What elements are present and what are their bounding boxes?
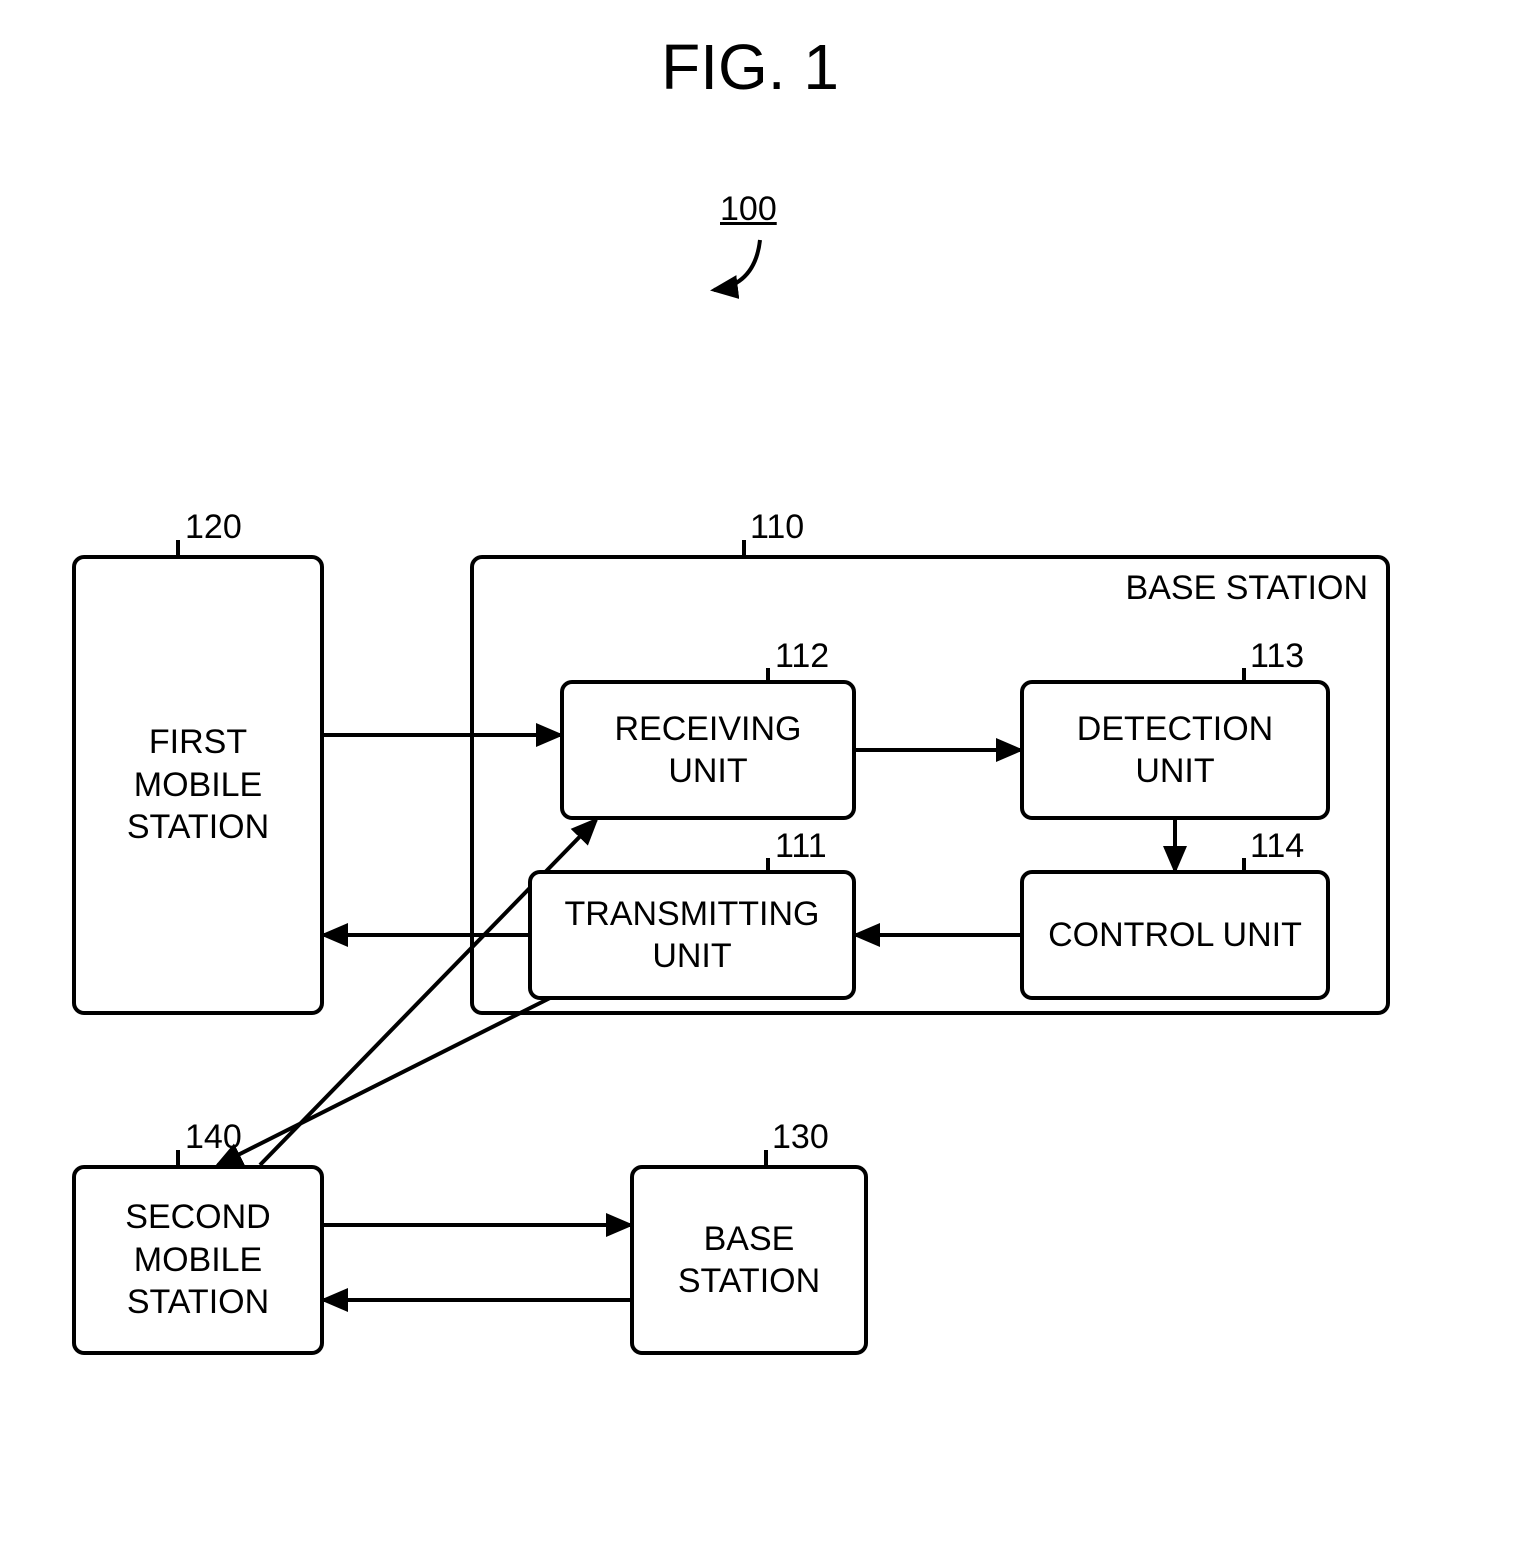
- second-mobile-station-box: SECOND MOBILE STATION: [72, 1165, 324, 1355]
- control-unit-box: CONTROL UNIT: [1020, 870, 1330, 1000]
- second-mobile-ref: 140: [185, 1118, 242, 1157]
- detection-unit-ref: 113: [1250, 637, 1304, 676]
- base-station-main-label: BASE STATION: [1126, 567, 1368, 610]
- tick: [1242, 668, 1246, 682]
- tick: [176, 540, 180, 555]
- figure-title: FIG. 1: [600, 30, 900, 104]
- control-unit-ref: 114: [1250, 827, 1304, 866]
- edge-transmitting-to-second: [218, 998, 550, 1165]
- transmitting-unit-ref: 111: [775, 827, 827, 866]
- system-ref-callout-arrow: [714, 240, 760, 290]
- tick: [1242, 858, 1246, 872]
- first-mobile-ref: 120: [185, 508, 242, 547]
- first-mobile-station-box: FIRST MOBILE STATION: [72, 555, 324, 1015]
- system-ref-number: 100: [720, 190, 777, 229]
- tick: [766, 668, 770, 682]
- receiving-unit-ref: 112: [775, 637, 829, 676]
- tick: [766, 858, 770, 872]
- receiving-unit-box: RECEIVING UNIT: [560, 680, 856, 820]
- diagram-canvas: FIG. 1 100 BASE STATION 110 FIRST MOBILE…: [0, 0, 1521, 1550]
- tick: [742, 540, 746, 555]
- base-station-main-ref: 110: [750, 508, 804, 547]
- tick: [176, 1150, 180, 1165]
- base-station-2-box: BASE STATION: [630, 1165, 868, 1355]
- tick: [764, 1150, 768, 1165]
- transmitting-unit-box: TRANSMITTING UNIT: [528, 870, 856, 1000]
- base-station-2-ref: 130: [772, 1118, 829, 1157]
- detection-unit-box: DETECTION UNIT: [1020, 680, 1330, 820]
